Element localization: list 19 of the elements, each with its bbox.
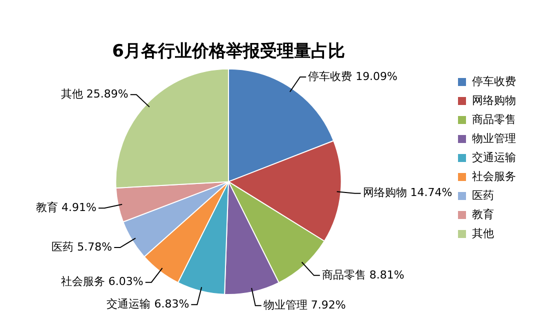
category-label: 停车收费 19.09% [308, 70, 398, 83]
legend-label: 物业管理 [472, 131, 516, 146]
category-label: 物业管理 7.92% [263, 298, 346, 312]
legend-label: 网络购物 [472, 93, 516, 108]
category-label: 其他 25.89% [60, 87, 128, 100]
legend-label: 教育 [472, 207, 494, 222]
category-label: 教育 4.91% [36, 201, 96, 214]
legend-label: 商品零售 [472, 112, 516, 127]
legend-label: 医药 [472, 188, 494, 203]
legend-label: 停车收费 [472, 74, 516, 89]
legend-label: 其他 [472, 226, 494, 241]
category-label: 网络购物 14.74% [362, 186, 452, 200]
chart-title: 6月各行业价格举报受理量占比 [112, 42, 345, 62]
category-label: 医药 5.78% [52, 240, 112, 254]
legend-label: 交通运输 [472, 150, 516, 165]
category-label: 交通运输 6.83% [106, 297, 190, 310]
category-label: 商品零售 8.81% [322, 268, 404, 282]
category-label: 社会服务 6.03% [60, 275, 144, 288]
legend-label: 社会服务 [472, 169, 516, 184]
